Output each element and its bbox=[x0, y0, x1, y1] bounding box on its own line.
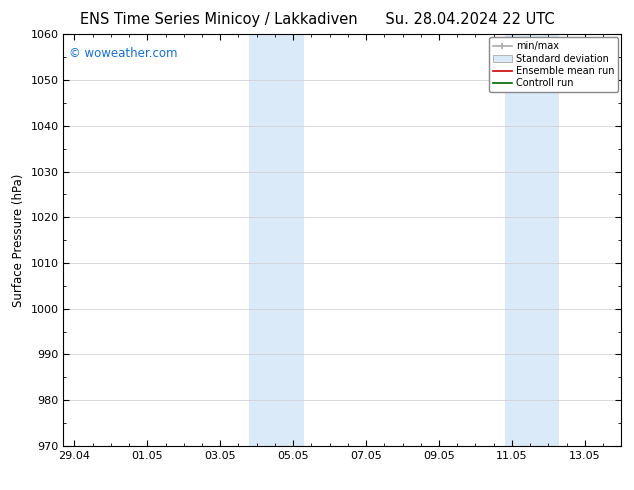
Bar bbox=[505, 34, 559, 446]
Legend: min/max, Standard deviation, Ensemble mean run, Controll run: min/max, Standard deviation, Ensemble me… bbox=[489, 37, 618, 92]
Text: ENS Time Series Minicoy / Lakkadiven      Su. 28.04.2024 22 UTC: ENS Time Series Minicoy / Lakkadiven Su.… bbox=[80, 12, 554, 27]
Bar bbox=[249, 34, 304, 446]
Text: © woweather.com: © woweather.com bbox=[69, 47, 178, 60]
Y-axis label: Surface Pressure (hPa): Surface Pressure (hPa) bbox=[12, 173, 25, 307]
